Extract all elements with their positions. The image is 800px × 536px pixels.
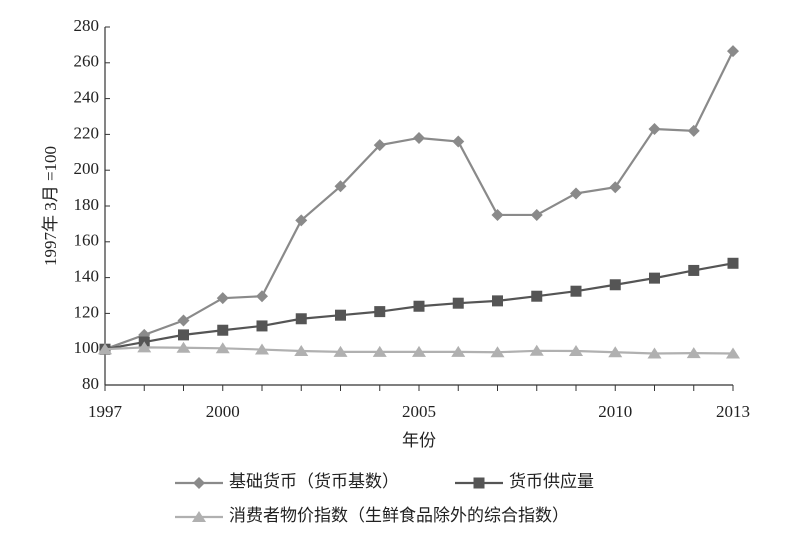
legend-marker bbox=[473, 477, 485, 489]
y-tick-label: 280 bbox=[74, 16, 100, 35]
y-tick-label: 260 bbox=[74, 52, 100, 71]
point bbox=[452, 135, 465, 148]
point bbox=[531, 290, 543, 302]
y-tick-label: 200 bbox=[74, 159, 100, 178]
x-tick-label: 1997 bbox=[88, 402, 123, 421]
point bbox=[413, 300, 425, 312]
point bbox=[452, 297, 464, 309]
point bbox=[687, 124, 700, 137]
point bbox=[334, 180, 347, 193]
point bbox=[255, 343, 269, 355]
legend-marker bbox=[192, 511, 206, 522]
point bbox=[333, 345, 348, 357]
point bbox=[294, 344, 309, 356]
point bbox=[492, 295, 503, 307]
point bbox=[256, 290, 268, 303]
y-tick-label: 100 bbox=[74, 338, 100, 357]
y-tick-label: 120 bbox=[74, 302, 100, 321]
x-tick-label: 2013 bbox=[716, 402, 750, 421]
point bbox=[295, 313, 307, 325]
point bbox=[608, 346, 623, 358]
y-tick-label: 240 bbox=[74, 88, 100, 107]
point bbox=[215, 342, 230, 354]
point bbox=[256, 320, 268, 332]
legend-label: 基础货币（货币基数） bbox=[229, 472, 399, 491]
point bbox=[727, 257, 739, 269]
y-tick-label: 180 bbox=[74, 195, 100, 214]
legend-label: 货币供应量 bbox=[509, 472, 594, 491]
point bbox=[609, 279, 621, 291]
point bbox=[176, 341, 191, 353]
point bbox=[412, 345, 426, 357]
x-tick-label: 2005 bbox=[402, 402, 436, 421]
point bbox=[648, 123, 661, 136]
y-axis-label: 1997年 3月 =100 bbox=[41, 146, 60, 266]
point bbox=[491, 208, 504, 221]
y-tick-label: 80 bbox=[82, 374, 99, 393]
point bbox=[649, 272, 660, 284]
point bbox=[727, 45, 739, 58]
point bbox=[413, 131, 425, 144]
point bbox=[98, 343, 112, 355]
point bbox=[609, 181, 622, 194]
point bbox=[490, 346, 505, 358]
y-tick-label: 140 bbox=[74, 267, 100, 286]
point bbox=[529, 344, 544, 356]
point bbox=[178, 329, 189, 341]
legend-marker bbox=[193, 477, 205, 489]
point bbox=[216, 292, 229, 305]
y-tick-label: 220 bbox=[74, 123, 100, 142]
point bbox=[451, 345, 466, 357]
x-axis-label: 年份 bbox=[402, 431, 436, 450]
point bbox=[335, 309, 346, 321]
y-tick-label: 160 bbox=[74, 231, 100, 250]
point bbox=[570, 285, 582, 297]
point bbox=[217, 324, 229, 336]
point bbox=[295, 214, 308, 227]
point bbox=[570, 187, 582, 200]
point bbox=[137, 341, 152, 353]
point bbox=[373, 139, 386, 152]
point bbox=[647, 347, 662, 359]
point bbox=[372, 345, 387, 357]
point bbox=[726, 347, 740, 359]
legend-label: 消费者物价指数（生鲜食品除外的综合指数） bbox=[229, 506, 569, 525]
point bbox=[530, 208, 543, 221]
point bbox=[686, 347, 701, 359]
point bbox=[177, 314, 190, 327]
point bbox=[688, 264, 700, 276]
x-tick-label: 2000 bbox=[206, 402, 240, 421]
point bbox=[374, 306, 386, 318]
x-tick-label: 2010 bbox=[598, 402, 632, 421]
point bbox=[569, 344, 583, 356]
